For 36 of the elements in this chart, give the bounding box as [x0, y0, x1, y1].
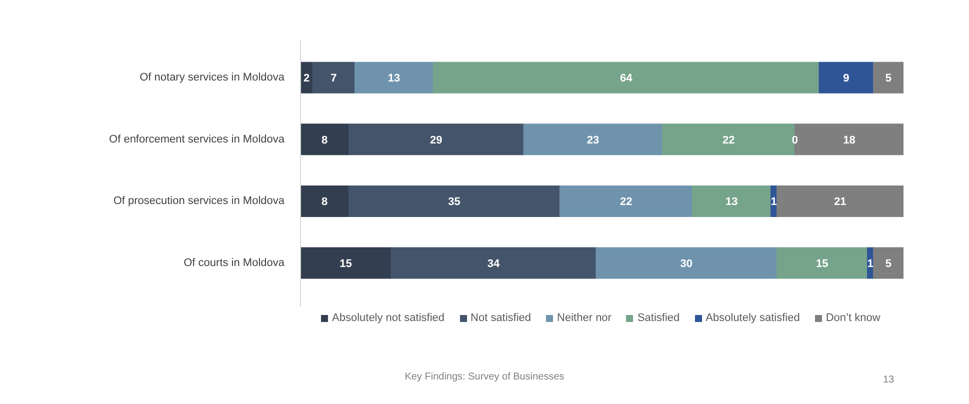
legend-label: Not satisfied: [470, 312, 532, 324]
data-label: 23: [586, 134, 600, 146]
data-label: 64: [620, 72, 634, 85]
data-label: 29: [430, 134, 442, 146]
legend-label: Absolutely not satisfied: [332, 312, 445, 324]
data-label: 22: [620, 196, 632, 208]
y-tick-label: Of notary services in Moldova: [140, 72, 286, 84]
data-label: 1: [770, 196, 777, 208]
legend-label: Satisfied: [637, 312, 680, 324]
legend-label: Absolutely satisfied: [706, 312, 800, 324]
data-label: 13: [388, 72, 400, 85]
data-label: 9: [843, 72, 850, 85]
data-label: 21: [834, 196, 846, 208]
legend-label: Neither nor: [557, 312, 612, 324]
legend-label: Don’t know: [826, 312, 880, 324]
data-label: 7: [330, 72, 337, 85]
data-label: 15: [340, 258, 352, 270]
data-label: 5: [885, 72, 892, 85]
data-label: 5: [885, 258, 892, 270]
data-label: 1: [867, 258, 874, 270]
data-label: 13: [726, 196, 738, 208]
data-label: 2: [303, 72, 310, 85]
text: 13: [882, 374, 894, 386]
data-label: 8: [322, 196, 328, 208]
data-label: 22: [722, 134, 735, 146]
y-tick-label: Of enforcement services in Moldova: [109, 133, 286, 146]
data-label: 35: [448, 196, 460, 208]
data-label: 18: [843, 134, 856, 146]
data-label: 30: [680, 258, 693, 270]
data-label: 15: [816, 258, 828, 270]
text: Key Findings: Survey of Businesses: [404, 372, 564, 382]
data-label: 34: [487, 258, 500, 270]
data-label: 8: [322, 134, 328, 146]
y-tick-label: Of courts in Moldova: [184, 257, 286, 269]
y-tick-label: Of prosecution services in Moldova: [113, 195, 286, 208]
data-label: 0: [792, 134, 798, 146]
